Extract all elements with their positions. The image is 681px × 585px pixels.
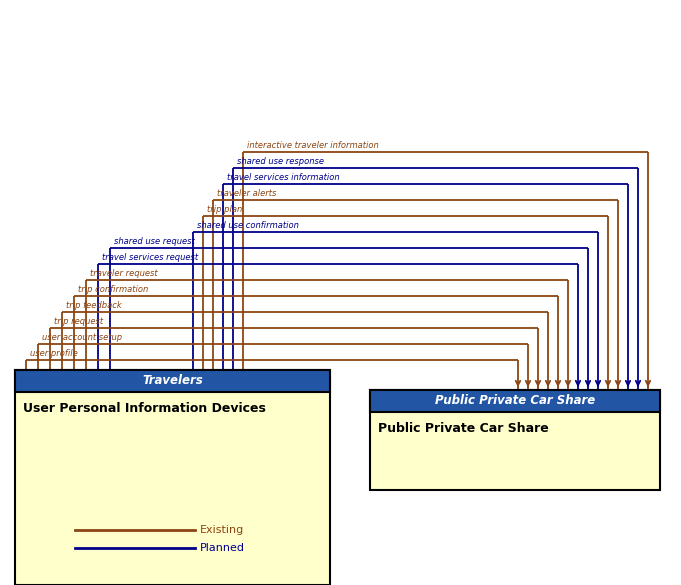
Text: Travelers: Travelers (142, 374, 203, 387)
Bar (370, 390, 660, 490)
Text: trip confirmation: trip confirmation (78, 285, 148, 294)
Text: trip feedback: trip feedback (66, 301, 122, 310)
Text: interactive traveler information: interactive traveler information (247, 141, 379, 150)
Text: user account setup: user account setup (42, 333, 122, 342)
Bar (15, 370, 330, 392)
Text: travel services information: travel services information (227, 173, 340, 182)
Text: traveler alerts: traveler alerts (217, 189, 276, 198)
Text: user profile: user profile (30, 349, 78, 358)
Text: travel services request: travel services request (102, 253, 198, 262)
Text: shared use response: shared use response (237, 157, 324, 166)
Text: Existing: Existing (200, 525, 244, 535)
Bar (15, 370, 330, 585)
Text: trip plan: trip plan (207, 205, 242, 214)
Bar (370, 390, 660, 412)
Text: Public Private Car Share: Public Private Car Share (435, 394, 595, 408)
Text: Planned: Planned (200, 543, 245, 553)
Text: shared use request: shared use request (114, 237, 195, 246)
Text: User Personal Information Devices: User Personal Information Devices (23, 402, 266, 415)
Text: shared use confirmation: shared use confirmation (197, 221, 299, 230)
Text: Public Private Car Share: Public Private Car Share (378, 422, 549, 435)
Text: traveler request: traveler request (90, 269, 157, 278)
Text: trip request: trip request (54, 317, 103, 326)
